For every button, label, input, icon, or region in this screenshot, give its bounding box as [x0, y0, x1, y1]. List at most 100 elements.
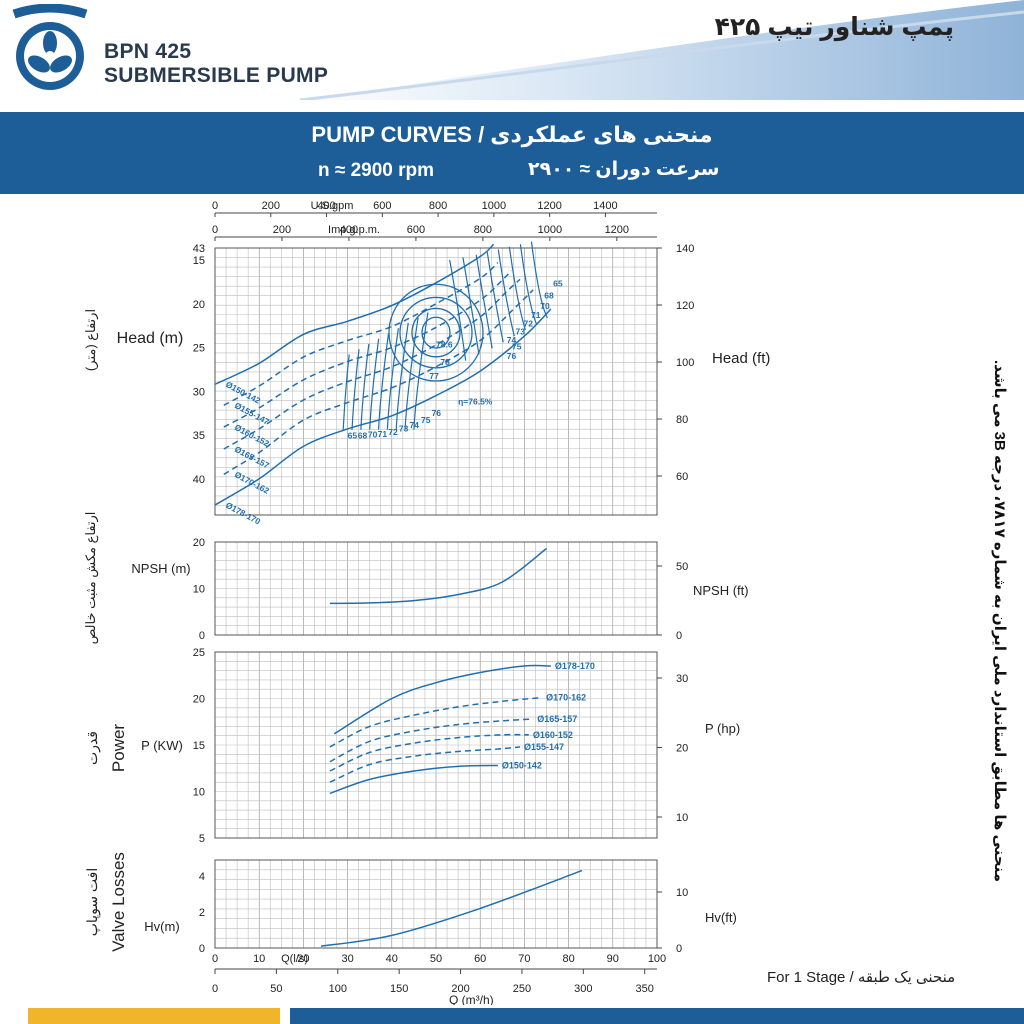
- valve-right-tick-label: 0: [676, 943, 682, 955]
- ls-tick-label: 90: [607, 953, 619, 965]
- iso-efficiency-right: [486, 252, 504, 343]
- m3h-tick-label: 350: [636, 983, 654, 995]
- impgpm-tick-label: 1200: [605, 224, 629, 236]
- power-curve-155-147: [329, 746, 521, 783]
- standard-note: منحنی ها مطابق استاندارد ملی ایران به شم…: [990, 360, 1020, 882]
- iso-efficiency-left: [395, 322, 409, 430]
- valve-curve-Hv: [320, 869, 583, 947]
- head-curve-155-147: [223, 262, 499, 406]
- power-right-tick-label: 10: [676, 812, 688, 824]
- head-y-tick-label: 15: [193, 255, 205, 267]
- npsh-y-tick-label: 10: [193, 584, 205, 596]
- power-hp-axis-title: P (hp): [705, 721, 740, 736]
- npsh-y-tick-label: 20: [193, 537, 205, 549]
- power-axis-title: P (KW): [141, 738, 183, 753]
- head-y-tick-label: 35: [193, 430, 205, 442]
- usgpm-tick-label: 1000: [482, 200, 506, 212]
- efficiency-label: 68: [544, 291, 554, 301]
- valve-right-tick-label: 10: [676, 887, 688, 899]
- head-right-tick-label: 100: [676, 357, 694, 369]
- banner-title: PUMP CURVES / منحنی های عملکردی: [311, 122, 713, 147]
- iso-efficiency-right: [449, 259, 467, 361]
- npsh-right-tick-label: 50: [676, 561, 688, 573]
- impgpm-axis-title: Imp.g.p.m.: [328, 224, 380, 236]
- grid-valve: [214, 859, 658, 949]
- head-curve-160-152: [223, 270, 512, 428]
- head-ft-axis-title: Head (ft): [712, 350, 770, 367]
- iso-efficiency-left: [342, 354, 350, 430]
- efficiency-label: 72: [524, 319, 534, 329]
- efficiency-label: 75: [512, 341, 522, 351]
- valve-axis-title: Hv(m): [144, 919, 179, 934]
- efficiency-label: η=76.5%: [458, 396, 493, 406]
- footer-stripe-blue: [290, 1008, 1024, 1024]
- iso-efficiency-right: [497, 249, 515, 337]
- power-curve-label: Ø165-157: [537, 714, 577, 724]
- iso-efficiency-right: [519, 244, 537, 325]
- efficiency-label: 77: [429, 371, 439, 381]
- head-y-tick-label: 43: [193, 243, 205, 255]
- power-y-tick-label: 20: [193, 694, 205, 706]
- grid-power: [214, 651, 658, 839]
- efficiency-label: 78: [440, 357, 450, 367]
- power-y-tick-label: 25: [193, 647, 205, 659]
- head-right-tick-label: 140: [676, 243, 694, 255]
- efficiency-island-2: [411, 307, 461, 358]
- valve-axis-title-fa: افت سوپاپ: [84, 868, 101, 937]
- ls-tick-label: 40: [386, 953, 398, 965]
- efficiency-island-3: [421, 316, 451, 349]
- efficiency-label: 73: [399, 424, 409, 434]
- power-y-tick-label: 5: [199, 833, 205, 845]
- impgpm-tick-label: 800: [474, 224, 492, 236]
- panel-frame-npsh: [214, 541, 658, 636]
- power-curve-label: Ø150-142: [502, 760, 542, 770]
- npsh-y-tick-label: 0: [199, 630, 205, 642]
- iso-efficiency-right: [530, 241, 548, 319]
- power-curve-160-152: [329, 733, 529, 772]
- iso-efficiency-left: [413, 312, 429, 430]
- panel-frame-valve: [214, 859, 658, 949]
- title-banner: [0, 112, 1024, 194]
- page-title-persian: پمپ شناور تیپ ۴۲۵: [714, 13, 954, 41]
- stage-note: For 1 Stage / منحنی یک طبقه: [767, 969, 956, 986]
- iso-efficiency-left: [351, 349, 360, 430]
- iso-efficiency-left: [360, 343, 370, 430]
- power-curve-label: Ø160-152: [533, 730, 573, 740]
- impgpm-tick-label: 200: [273, 224, 291, 236]
- ls-tick-label: 80: [562, 953, 574, 965]
- power-y-tick-label: 10: [193, 787, 205, 799]
- valve-y-tick-label: 4: [199, 871, 205, 883]
- efficiency-label: 76: [432, 408, 442, 418]
- usgpm-tick-label: 1400: [593, 200, 617, 212]
- npsh-axis-title: NPSH (m): [131, 561, 190, 576]
- head-y-tick-label: 40: [193, 474, 205, 486]
- ls-tick-label: 50: [430, 953, 442, 965]
- efficiency-label: 71: [378, 429, 388, 439]
- efficiency-label: 68: [358, 431, 368, 441]
- model-type: SUBMERSIBLE PUMP: [104, 64, 329, 87]
- ls-tick-label: 30: [341, 953, 353, 965]
- ls-tick-label: 70: [518, 953, 530, 965]
- iso-efficiency-left: [369, 338, 380, 430]
- speed-english: n ≈ 2900 rpm: [318, 160, 435, 181]
- power-curve-178-170: [333, 664, 551, 735]
- efficiency-label: 78.6: [436, 340, 453, 350]
- efficiency-label: 73: [516, 326, 526, 336]
- iso-efficiency-right: [475, 254, 493, 349]
- impgpm-tick-label: 600: [407, 224, 425, 236]
- efficiency-label: 65: [553, 278, 563, 288]
- model-name: BPN 425: [104, 40, 192, 63]
- iso-efficiency-left: [404, 317, 419, 430]
- efficiency-label: 72: [388, 427, 398, 437]
- header-band: [299, 0, 1024, 100]
- impgpm-tick-label: 1000: [538, 224, 562, 236]
- power-right-tick-label: 20: [676, 743, 688, 755]
- head-curve-label: Ø178-170: [224, 500, 262, 527]
- valve-y-tick-label: 2: [199, 907, 205, 919]
- power-curve-label: Ø170-162: [546, 693, 586, 703]
- npsh-right-tick-label: 0: [676, 630, 682, 642]
- m3h-tick-label: 250: [513, 983, 531, 995]
- power-axis-title-en: Power: [109, 724, 128, 773]
- head-y-tick-label: 30: [193, 386, 205, 398]
